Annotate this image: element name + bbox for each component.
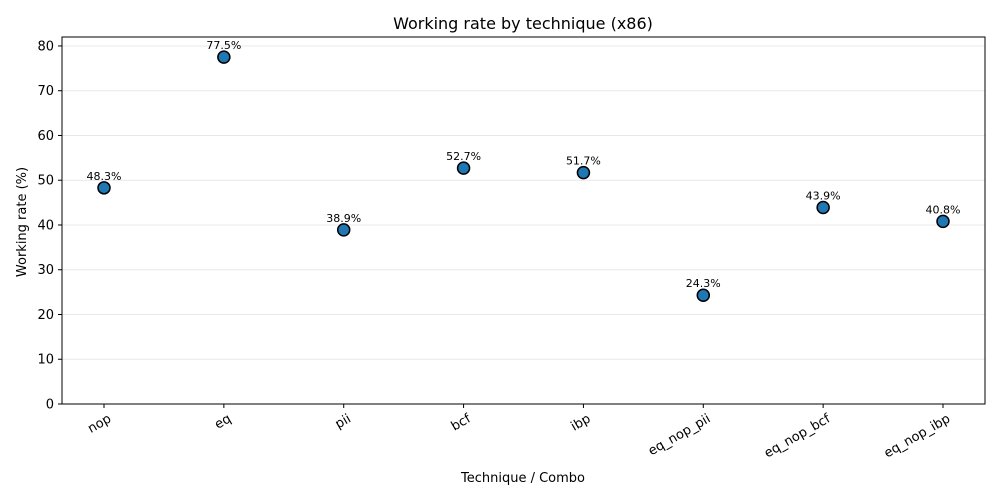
x-tick-label: eq [212, 411, 234, 432]
y-tick-label: 10 [37, 353, 54, 368]
data-label: 24.3% [686, 277, 721, 290]
grid-layer [62, 45, 985, 360]
ticks-layer: 0 10 20 30 40 50 60 70 80 nop eq pii bcf ibp eq_nop_pi… [37, 39, 953, 461]
x-tick-label: pii [333, 411, 354, 432]
data-point [336, 223, 351, 237]
x-tick-label: nop [85, 411, 114, 436]
y-tick-label: 60 [37, 129, 54, 144]
data-point [456, 161, 471, 175]
data-point [696, 288, 711, 302]
labels-layer: 48.3% 77.5% 38.9% 52.7% 51.7% 24.3% 43.9% 40.8% [87, 39, 961, 290]
y-tick-label: 80 [37, 39, 54, 54]
y-tick-label: 30 [37, 263, 54, 278]
x-tick-label: eq_nop_bcf [762, 411, 834, 461]
data-label: 43.9% [806, 190, 841, 203]
x-tick-label: ibp [568, 411, 593, 434]
data-point [576, 165, 591, 180]
y-tick-label: 40 [37, 218, 54, 233]
y-tick-label: 70 [37, 84, 54, 99]
x-tick-label: eq_nop_pii [646, 411, 713, 459]
x-tick-label: eq_nop_ibp [882, 411, 953, 461]
data-point [816, 200, 830, 215]
y-axis-label: Working rate (%) [15, 167, 30, 277]
data-label: 40.8% [926, 203, 961, 216]
x-axis-label: Technique / Combo [460, 471, 585, 486]
chart-title: Working rate by technique (x86) [393, 14, 653, 33]
y-tick-label: 0 [46, 398, 54, 413]
y-tick-label: 20 [37, 308, 54, 323]
data-point [217, 50, 231, 64]
data-point [936, 214, 950, 229]
data-label: 38.9% [326, 212, 361, 225]
y-tick-label: 50 [37, 174, 54, 189]
data-label: 51.7% [566, 155, 601, 168]
data-label: 77.5% [206, 39, 241, 52]
x-tick-label: bcf [449, 411, 474, 434]
plot-frame [61, 36, 986, 405]
data-label: 48.3% [87, 170, 122, 183]
data-point [97, 181, 111, 195]
points-layer [97, 50, 950, 302]
axes-layer [61, 36, 986, 405]
data-label: 52.7% [446, 150, 481, 163]
